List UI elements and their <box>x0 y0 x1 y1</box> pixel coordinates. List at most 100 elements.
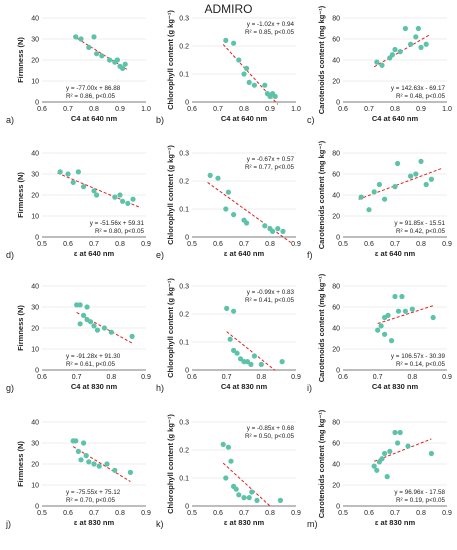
x-tick-label: 1.0 <box>442 106 452 113</box>
chart-panel: 0 0.1 0.2 0.3 0.5 0.6 0.7 0.8 0.9 ε at 830 nm Chlo… <box>156 414 301 529</box>
x-tick-label: 0.6 <box>338 374 348 381</box>
data-point <box>94 327 101 333</box>
y-tick-label: 0.2 <box>179 179 189 186</box>
y-axis-title: Carotenoids content (mg kg⁻¹) <box>317 5 326 114</box>
regression-annotation: R² = 0.14, p<0.05 <box>396 361 446 368</box>
data-point <box>94 51 100 57</box>
x-tick-label: 0.8 <box>115 510 125 517</box>
data-point <box>379 62 385 68</box>
data-point <box>224 305 230 311</box>
data-point <box>91 188 97 194</box>
x-tick-label: 0.5 <box>37 510 47 517</box>
data-point <box>75 448 81 454</box>
data-point <box>127 469 133 475</box>
data-point <box>225 444 231 450</box>
x-tick-label: 0.7 <box>63 106 73 113</box>
data-point <box>399 293 405 300</box>
y-tick-label: 0.3 <box>179 420 189 427</box>
regression-annotation: y = -91.28x + 91.30 <box>66 353 121 360</box>
y-tick-label: 10 <box>31 214 39 221</box>
y-tick-label: 0 <box>35 368 39 375</box>
x-tick-label: 0.8 <box>115 241 125 248</box>
regression-annotation: R² = 0.86, p<0.05 <box>66 93 116 100</box>
x-tick-label: 0.5 <box>37 241 47 248</box>
chart-panel: 0 10 20 30 40 0.6 0.7 0.8 0.9 1.0 C4 at 640 nm Firm… <box>6 16 151 126</box>
data-point <box>246 79 252 85</box>
x-tick-label: 0.7 <box>390 241 400 248</box>
data-point <box>428 450 434 457</box>
y-tick-label: 40 <box>332 193 340 200</box>
data-point <box>231 347 237 353</box>
data-point <box>258 361 264 367</box>
x-tick-label: 0.7 <box>213 106 223 113</box>
x-tick-label: 0.8 <box>390 106 400 113</box>
y-tick-label: 0.3 <box>179 16 189 23</box>
data-point <box>241 495 247 501</box>
data-point <box>378 323 384 329</box>
data-point <box>251 353 257 359</box>
x-tick-label: 0.9 <box>141 374 151 381</box>
x-tick-label: 0.5 <box>187 510 197 517</box>
data-point <box>223 206 229 212</box>
data-point <box>96 463 102 469</box>
data-point <box>120 65 126 71</box>
regression-annotation: R² = 0.41, p<0.05 <box>245 297 295 304</box>
data-point <box>233 486 239 492</box>
y-axis-title: Firmness (N) <box>16 37 25 83</box>
data-point <box>77 321 83 327</box>
data-point <box>99 53 105 59</box>
data-point <box>125 200 131 206</box>
panel-label: d) <box>6 250 14 260</box>
x-tick-label: 0.8 <box>265 241 275 248</box>
x-tick-label: 0.6 <box>364 241 374 248</box>
data-point <box>91 461 97 467</box>
y-tick-label: 0.2 <box>179 44 189 51</box>
x-tick-label: 0.8 <box>407 374 417 381</box>
y-tick-label: 60 <box>332 441 340 448</box>
x-tick-label: 0.8 <box>416 241 426 248</box>
panel-label: m) <box>307 519 318 529</box>
regression-annotation: R² = 0.80, p<0.05 <box>95 228 145 235</box>
data-point <box>114 57 120 63</box>
x-tick-label: 1.0 <box>141 106 151 113</box>
regression-annotation: R² = 0.85, p<0.05 <box>245 29 295 36</box>
data-point <box>84 317 90 323</box>
x-tick-label: 0.6 <box>63 510 73 517</box>
panel-label: b) <box>156 115 164 125</box>
x-axis-title: C4 at 640 nm <box>71 114 118 123</box>
data-point <box>91 34 97 40</box>
data-point <box>279 359 285 365</box>
data-point <box>371 189 377 195</box>
data-point <box>395 308 402 314</box>
panel-label: a) <box>6 115 14 125</box>
data-point <box>423 181 429 188</box>
panel-label: k) <box>156 519 164 529</box>
x-tick-label: 1.0 <box>291 106 301 113</box>
data-point <box>215 175 221 181</box>
data-point <box>413 171 419 177</box>
x-tick-label: 0.8 <box>106 374 116 381</box>
data-point <box>117 192 123 198</box>
y-tick-label: 0 <box>185 235 189 242</box>
y-tick-label: 60 <box>332 172 340 179</box>
data-point <box>413 34 419 40</box>
y-tick-label: 10 <box>31 347 39 354</box>
y-tick-label: 0 <box>336 368 340 375</box>
data-point <box>81 440 87 446</box>
y-axis-title: Chlorophyll content (g kg⁻¹) <box>166 10 175 110</box>
y-tick-label: 10 <box>31 483 39 490</box>
y-tick-label: 0.3 <box>179 284 189 291</box>
y-tick-label: 20 <box>332 347 340 354</box>
data-point <box>65 171 71 177</box>
data-point <box>248 361 254 367</box>
panel-label: f) <box>307 250 313 260</box>
x-tick-label: 0.6 <box>213 241 223 248</box>
chart-panel: 0 20 40 60 80 0.6 0.7 0.8 0.9 C4 at 830 nm Caroten… <box>307 273 452 393</box>
regression-annotation: y = -77.00x + 86.88 <box>66 85 121 92</box>
x-tick-label: 0.6 <box>338 106 348 113</box>
y-tick-label: 40 <box>31 16 39 23</box>
x-axis-title: ε at 640 nm <box>74 249 115 258</box>
data-point <box>385 312 391 318</box>
x-tick-label: 0.9 <box>141 241 151 248</box>
